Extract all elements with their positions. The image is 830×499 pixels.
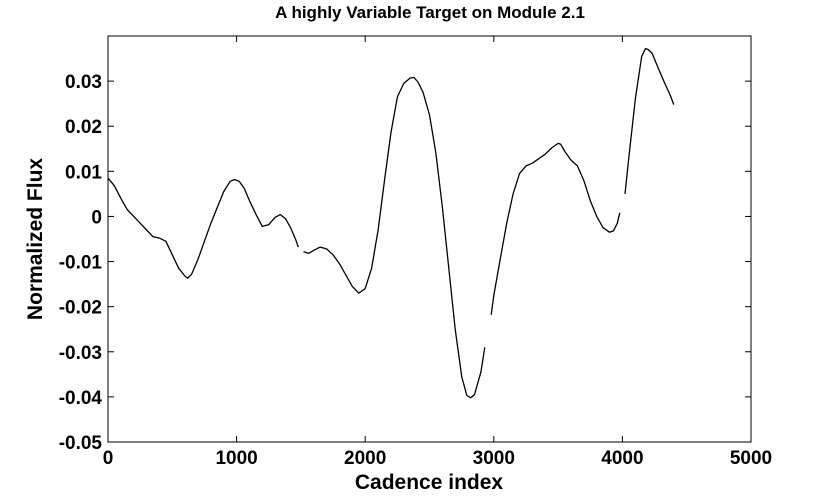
flux-line-segment bbox=[490, 142, 621, 315]
flux-line-segment bbox=[624, 47, 675, 194]
x-axis: 0 1000 2000 3000 4000 5000 bbox=[103, 36, 772, 469]
y-tick-label: 0.03 bbox=[65, 72, 102, 93]
y-tick-label: -0.04 bbox=[59, 388, 103, 409]
x-tick-label: 0 bbox=[103, 448, 114, 469]
flux-series bbox=[107, 47, 675, 399]
x-tick-label: 3000 bbox=[473, 448, 515, 469]
y-tick-label: -0.01 bbox=[59, 253, 103, 274]
y-tick-label: 0.01 bbox=[65, 162, 102, 183]
flux-line-segment bbox=[107, 177, 299, 279]
chart-title: A highly Variable Target on Module 2.1 bbox=[275, 3, 585, 22]
y-axis-label: Normalized Flux bbox=[24, 158, 47, 321]
y-tick-label: -0.03 bbox=[59, 343, 102, 364]
flux-line-segment bbox=[303, 76, 486, 399]
y-tick-label: -0.05 bbox=[59, 433, 103, 454]
x-tick-label: 2000 bbox=[344, 448, 386, 469]
y-tick-label: 0.02 bbox=[65, 117, 102, 138]
x-tick-label: 5000 bbox=[730, 448, 772, 469]
y-axis: -0.05 -0.04 -0.03 -0.02 -0.01 0 0.01 0.02 0.03 bbox=[59, 72, 751, 454]
x-tick-label: 4000 bbox=[601, 448, 643, 469]
y-tick-label: 0 bbox=[91, 207, 102, 228]
x-tick-label: 1000 bbox=[215, 448, 257, 469]
y-tick-label: -0.02 bbox=[59, 298, 102, 319]
plot-area-frame bbox=[107, 35, 752, 443]
x-axis-label: Cadence index bbox=[355, 471, 504, 494]
